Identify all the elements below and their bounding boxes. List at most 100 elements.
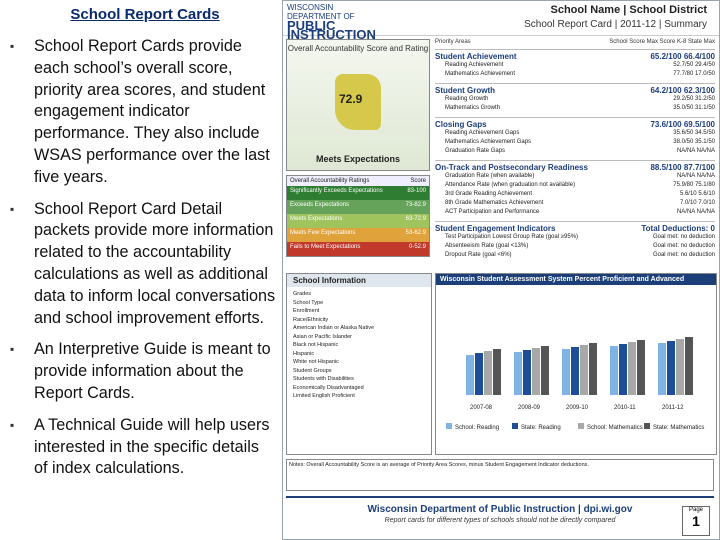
section-title: Student Growth <box>435 86 495 95</box>
sub-values: 5.6/10 5.6/10 <box>680 190 715 199</box>
engagement-title-row: Student Engagement Indicators Total Deduc… <box>435 221 715 233</box>
sub-state: 7.0/10 <box>698 200 715 206</box>
rating-score: 63-72.9 <box>405 216 426 222</box>
dpi-logo: WISCONSIN DEPARTMENT OF PUBLIC INSTRUCTIO… <box>287 3 376 41</box>
sub-row: Graduation Rate (when available) NA/NA NA… <box>435 172 715 181</box>
info-row: Economically Disadvantaged <box>293 384 364 391</box>
school-district-title: School Name | School District <box>550 4 708 16</box>
sub-label: Reading Achievement Gaps <box>445 130 520 136</box>
rating-row: Exceeds Expectations 73-82.9 <box>287 200 429 214</box>
wsas-bar <box>484 351 492 395</box>
sub-state: 75.1/80 <box>694 182 715 188</box>
sub-row: Mathematics Achievement 77.7/80 17.0/50 <box>435 70 715 79</box>
wsas-legend-label: State: Mathematics <box>653 425 704 431</box>
report-card-image: WISCONSIN DEPARTMENT OF PUBLIC INSTRUCTIO… <box>282 0 720 540</box>
rating-row: Meets Few Expectations 53-62.9 <box>287 228 429 242</box>
logo-top-text: WISCONSIN DEPARTMENT OF <box>287 3 355 21</box>
rating-row: Significantly Exceeds Expectations 83-100 <box>287 186 429 200</box>
wsas-year-label: 2011-12 <box>662 405 684 411</box>
priority-section: Student Growth 64.2/100 62.3/100 Reading G… <box>435 83 715 113</box>
logo-main-text: PUBLIC INSTRUCTION <box>287 18 376 42</box>
ratings-legend: Overall Accountability Ratings Score Sign… <box>286 175 430 257</box>
sub-school: 5.6/10 <box>679 191 699 197</box>
section-state-score: 87.7/100 <box>683 163 715 172</box>
bullet-list: ▪ School Report Cards provide each school… <box>6 36 276 480</box>
report-card-header: WISCONSIN DEPARTMENT OF PUBLIC INSTRUCTIO… <box>283 1 719 41</box>
info-row: Enrollment <box>293 308 320 314</box>
ratings-header-score: Score <box>410 178 426 184</box>
info-row: Race/Ethnicity <box>293 316 329 323</box>
wsas-legend-label: State: Reading <box>521 425 561 431</box>
wsas-legend-swatch <box>446 423 452 429</box>
rating-label: Significantly Exceeds Expectations <box>290 188 383 194</box>
page-indicator: Page 1 <box>682 506 710 536</box>
sub-state: NA/NA <box>696 173 715 179</box>
sub-label: 8th Grade Mathematics Achievement <box>445 200 544 206</box>
overall-score-value: 72.9 <box>339 92 363 106</box>
wsas-bar <box>532 348 540 395</box>
sub-label: ACT Participation and Performance <box>445 209 540 215</box>
wsas-bar <box>541 346 549 395</box>
sub-row: Mathematics Achievement Gaps 38.0/50 35.1… <box>435 138 715 147</box>
sub-label: Mathematics Growth <box>445 105 501 111</box>
sub-school: 52.7/50 <box>673 62 695 68</box>
section-state-score: 66.4/100 <box>683 52 715 61</box>
footer-title: Wisconsin Department of Public Instructi… <box>367 504 633 515</box>
sub-school: 29.2/50 <box>673 96 695 102</box>
wsas-legend-swatch <box>512 423 518 429</box>
sub-state: 34.5/50 <box>694 130 715 136</box>
sub-school: 7.0/10 <box>679 200 699 206</box>
engagement-row: Dropout Rate (goal <6%) Goal met: no dedu… <box>435 251 715 260</box>
sub-row: Reading Growth 29.2/50 31.2/50 <box>435 95 715 104</box>
wsas-year-label: 2008-09 <box>518 405 541 411</box>
rating-score: 53-62.9 <box>405 230 426 236</box>
section-state-score: 62.3/100 <box>683 86 715 95</box>
info-row: Asian or Pacific Islander <box>293 333 352 340</box>
bullet-item: ▪ A Technical Guide will help users inter… <box>6 415 276 480</box>
bullet-text: A Technical Guide will help users intere… <box>34 415 270 478</box>
priority-header: Priority Areas <box>435 39 471 45</box>
wsas-chart: 2007-08 2008-09 2009-10 2010-11 2011-12 Schoo… <box>446 337 704 431</box>
sub-row: ACT Participation and Performance NA/NA N… <box>435 208 715 217</box>
section-scores: 64.2/100 62.3/100 <box>650 86 715 95</box>
engagement-total: Total Deductions: 0 <box>641 224 715 233</box>
overall-score-title: Overall Accountability Score and Rating <box>287 44 429 53</box>
wsas-bar <box>523 350 531 395</box>
wsas-bar <box>685 337 693 395</box>
section-scores: 73.6/100 69.5/100 <box>650 120 715 129</box>
sub-row: Attendance Rate (when graduation not ava… <box>435 181 715 190</box>
wsas-legend-label: School: Reading <box>455 425 499 431</box>
engagement-row: Absenteeism Rate (goal <13%) Goal met: no… <box>435 242 715 251</box>
rating-label: Meets Few Expectations <box>290 230 356 236</box>
wsas-year-label: 2009-10 <box>566 405 589 411</box>
sub-values: 7.0/10 7.0/10 <box>680 199 715 208</box>
sub-values: NA/NA NA/NA <box>677 208 715 217</box>
sub-state: NA/NA <box>696 148 715 154</box>
bullet-item: ▪ School Report Card Detail packets provi… <box>6 199 276 330</box>
wsas-bar <box>571 347 579 395</box>
sub-state: 17.0/50 <box>694 71 715 77</box>
sub-values: 52.7/50 29.4/50 <box>673 61 715 70</box>
engagement-result: Goal met: no deduction <box>652 234 715 240</box>
bullet-text: An Interpretive Guide is meant to provid… <box>34 340 271 402</box>
engagement-label: Absenteeism Rate (goal <13%) <box>445 243 529 249</box>
wsas-legend-swatch <box>578 423 584 429</box>
section-title-row: Closing Gaps 73.6/100 69.5/100 <box>435 117 715 129</box>
square-bullet-icon: ▪ <box>10 417 15 432</box>
sub-state: 29.4/50 <box>694 62 715 68</box>
info-row: Student Groups <box>293 367 332 374</box>
sub-state: NA/NA <box>696 209 715 215</box>
sub-values: 75.9/80 75.1/80 <box>673 181 715 190</box>
wisconsin-map-icon <box>335 74 381 130</box>
bullet-text: School Report Cards provide each school’… <box>34 37 270 186</box>
school-information-box: School Information Grades School Type Enro… <box>286 273 432 455</box>
sub-label: Reading Achievement <box>445 62 504 68</box>
rating-score: 73-82.9 <box>405 202 426 208</box>
sub-label: Mathematics Achievement <box>445 71 516 77</box>
wsas-bar <box>619 344 627 395</box>
wsas-bar <box>466 355 474 395</box>
priority-section: Student Achievement 65.2/100 66.4/100 Read… <box>435 49 715 79</box>
engagement-result: Goal met: no deduction <box>652 243 715 249</box>
wsas-bar <box>610 346 618 395</box>
sub-state: 35.1/50 <box>694 139 715 145</box>
